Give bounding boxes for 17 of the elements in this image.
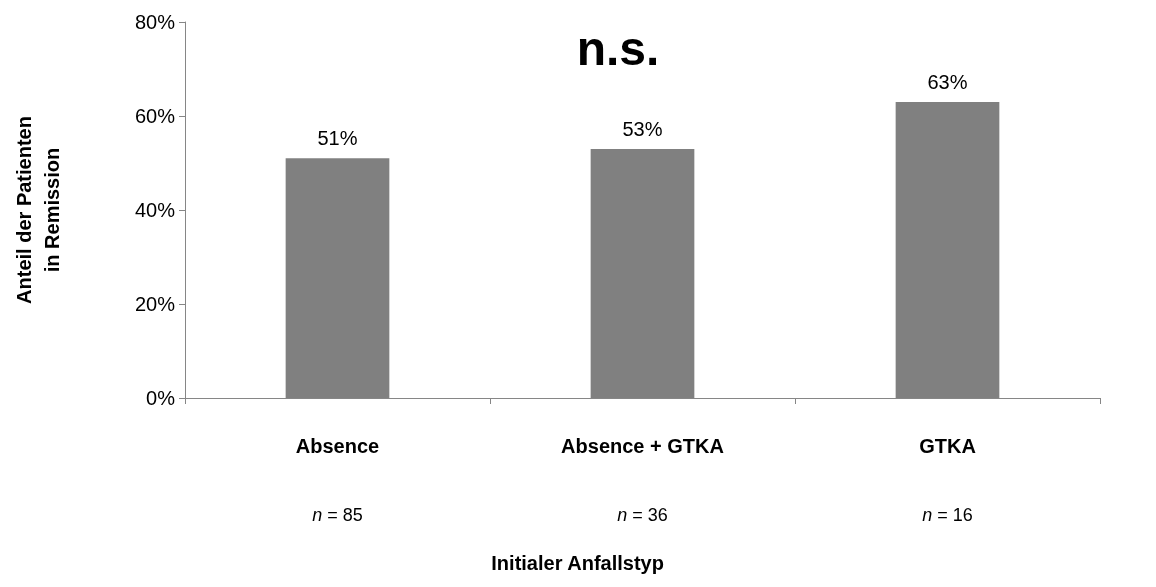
- x-axis-title: Initialer Anfallstyp: [491, 552, 664, 574]
- data-label: 51%: [317, 127, 358, 150]
- text: n = 16: [922, 505, 973, 525]
- y-tick-label: 60%: [134, 105, 176, 127]
- y-tick-label: 40%: [134, 199, 176, 221]
- y-tick-label: 80%: [134, 11, 176, 33]
- x-tick-label: GTKA: [919, 435, 976, 457]
- text: n = 36: [617, 505, 668, 525]
- annotation: n.s.: [576, 21, 660, 75]
- text: n = 85: [312, 505, 363, 525]
- x-tick-label: Absence + GTKA: [561, 435, 724, 457]
- y-tick-label: 20%: [134, 293, 176, 315]
- data-label: 53%: [622, 117, 663, 140]
- data-label: 63%: [927, 70, 968, 93]
- x-tick-label: Absence: [295, 435, 380, 457]
- y-tick-label: 0%: [146, 387, 176, 409]
- y-axis-title: Anteil der Patienten in Remission: [13, 116, 63, 304]
